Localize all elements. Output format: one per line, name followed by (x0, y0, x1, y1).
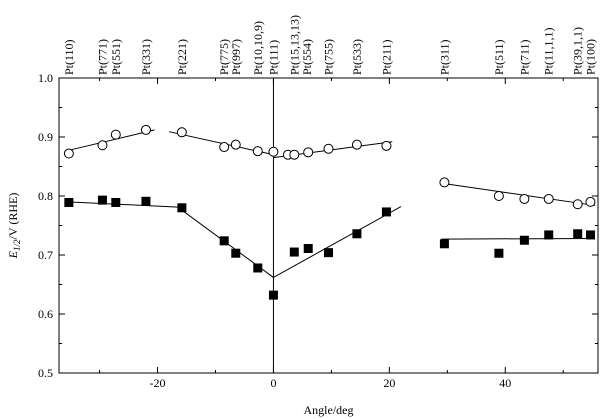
data-point-circle (303, 147, 314, 158)
data-point-square (231, 248, 241, 258)
data-point-circle (97, 140, 108, 151)
data-point-square (268, 290, 278, 300)
data-point-circle (493, 191, 504, 201)
y-axis-title-rest: /V (RHE) (6, 193, 20, 240)
fit-line (441, 237, 596, 240)
data-point-square (519, 235, 529, 245)
data-point-circle (176, 127, 187, 138)
top-label: Pt(10,10,9) (251, 21, 265, 75)
y-axis-title-main: E (6, 250, 20, 259)
data-point-circle (323, 143, 334, 154)
fit-line (273, 206, 402, 278)
data-point-circle (140, 124, 151, 135)
x-tick-label: 40 (499, 376, 511, 390)
y-tick-label: 0.7 (38, 248, 53, 262)
y-tick-label: 1.0 (38, 71, 53, 85)
data-point-circle (543, 193, 554, 204)
top-label: Pt(551) (109, 39, 123, 75)
x-tick-label: 0 (270, 376, 276, 390)
top-label: Pt(554) (300, 39, 314, 75)
data-point-square (253, 263, 263, 273)
data-point-square (97, 195, 107, 205)
data-point-square (439, 239, 449, 249)
y-tick-label: 0.6 (38, 307, 53, 321)
data-point-square (289, 247, 299, 257)
top-label: Pt(110) (62, 39, 76, 75)
top-label: Pt(15,13,13) (287, 15, 301, 75)
top-label: Pt(11,1,1) (542, 27, 556, 75)
y-tick-label: 0.5 (38, 366, 53, 380)
data-point-circle (572, 199, 583, 210)
top-label: Pt(331) (139, 39, 153, 75)
top-label: Pt(311) (437, 39, 451, 75)
data-point-circle (585, 196, 596, 207)
y-tick-label: 0.8 (38, 189, 53, 203)
top-label: Pt(211) (379, 39, 393, 75)
data-point-square (303, 244, 313, 254)
data-points (63, 124, 596, 300)
data-point-square (381, 207, 391, 217)
x-axis-title: Angle/deg (304, 403, 354, 417)
plot-frame (58, 77, 599, 374)
fit-line (444, 183, 596, 206)
top-label: Pt(711) (517, 39, 531, 75)
top-label: Pt(111) (266, 40, 280, 75)
data-point-circle (351, 139, 362, 150)
data-point-circle (230, 139, 241, 150)
data-point-circle (439, 177, 450, 188)
data-point-square (544, 230, 554, 240)
top-facet-labels: Pt(110) Pt(771) Pt(551) Pt(331) Pt(221) Pt(77… (62, 15, 598, 75)
data-point-square (141, 196, 151, 206)
data-point-circle (110, 129, 121, 140)
data-point-circle (252, 146, 263, 157)
data-point-square (324, 248, 333, 258)
y-tick-label: 0.9 (38, 130, 53, 144)
top-label: Pt(100) (583, 39, 597, 75)
data-point-square (352, 229, 362, 239)
data-point-square (111, 197, 121, 207)
data-point-circle (381, 140, 392, 151)
data-point-circle (289, 149, 300, 160)
data-point-circle (519, 193, 530, 204)
top-label: Pt(775) (217, 39, 231, 75)
y-axis-title: E1/2/V (RHE) (6, 193, 22, 260)
top-label: Pt(39,1,1) (571, 27, 585, 75)
data-point-circle (63, 148, 74, 159)
y-axis-title-subscript: 1/2 (12, 239, 22, 251)
x-tick-label: 20 (383, 376, 395, 390)
top-label: Pt(997) (229, 39, 243, 75)
data-point-square (573, 229, 583, 239)
fit-line (67, 129, 155, 152)
data-point-square (177, 203, 187, 213)
data-point-circle (219, 142, 230, 153)
data-point-square (64, 197, 74, 207)
top-label: Pt(533) (350, 39, 364, 75)
data-point-square (585, 230, 595, 240)
top-label: Pt(771) (95, 39, 109, 75)
data-point-square (494, 248, 504, 258)
top-label: Pt(755) (322, 39, 336, 75)
top-label: Pt(511) (492, 39, 506, 75)
axis-ticks: -20 0 20 40 0.5 0.6 0.7 0.8 0.9 1.0 (38, 71, 598, 390)
top-label: Pt(221) (175, 39, 189, 75)
plot-area: -20 0 20 40 0.5 0.6 0.7 0.8 0.9 1.0 (38, 71, 599, 390)
data-point-circle (268, 146, 279, 157)
x-tick-label: -20 (150, 376, 166, 390)
data-point-square (219, 236, 229, 246)
fit-line (67, 201, 181, 208)
